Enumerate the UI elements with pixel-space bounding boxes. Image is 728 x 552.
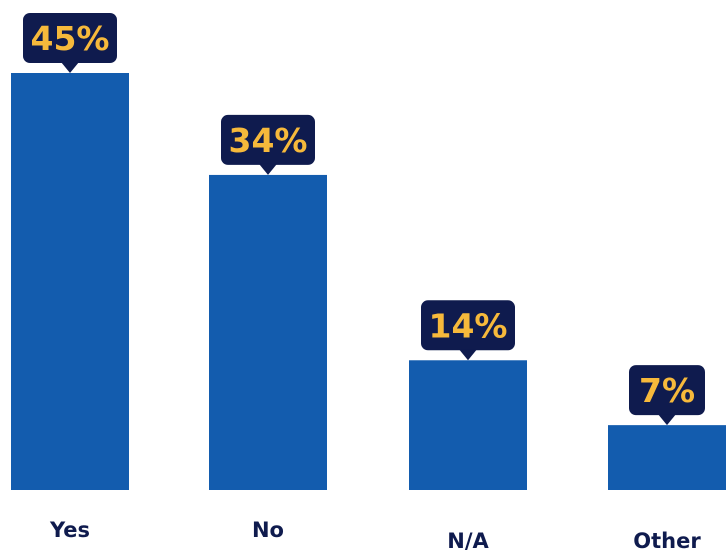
category-label-yes: Yes xyxy=(49,518,90,542)
value-label-pointer-n-a xyxy=(459,349,477,361)
category-label-n-a: N/A xyxy=(447,529,489,552)
value-label-box-other xyxy=(629,365,705,416)
value-label-text-no: 34% xyxy=(229,121,308,160)
value-label-text-yes: 45% xyxy=(31,19,110,58)
bar-n-a xyxy=(409,360,527,490)
value-label-no: 34% xyxy=(221,114,315,175)
category-label-other: Other xyxy=(633,529,701,552)
bar-other xyxy=(608,425,726,490)
bars-group xyxy=(11,73,726,490)
category-label-no: No xyxy=(252,518,284,542)
value-label-box-yes xyxy=(23,13,117,63)
value-label-text-n-a: 14% xyxy=(429,306,508,345)
value-label-other: 7% xyxy=(629,365,705,426)
value-label-text-other: 7% xyxy=(639,371,695,410)
bar-no xyxy=(209,174,327,490)
value-label-box-no xyxy=(221,114,315,165)
value-label-yes: 45% xyxy=(23,13,117,73)
value-label-pointer-no xyxy=(259,163,277,175)
value-label-pointer-other xyxy=(658,414,676,426)
value-label-n-a: 14% xyxy=(421,300,515,361)
category-labels-group: Yes No N/A Other xyxy=(49,518,701,552)
value-labels-group: 45% 34% 14% 7% xyxy=(23,13,705,426)
bar-yes xyxy=(11,73,129,490)
value-label-box-n-a xyxy=(421,300,515,351)
value-label-pointer-yes xyxy=(61,62,79,73)
